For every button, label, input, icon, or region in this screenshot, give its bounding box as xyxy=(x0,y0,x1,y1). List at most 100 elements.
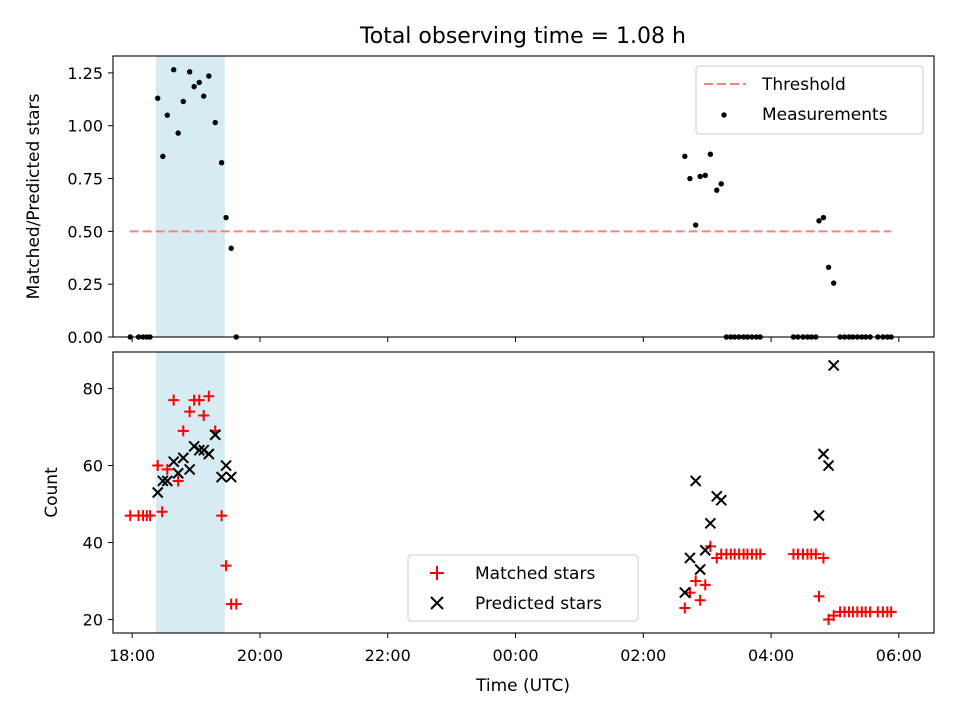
measurement-point xyxy=(825,264,832,270)
predicted-star-point xyxy=(183,463,196,476)
x-tick-label: 02:00 xyxy=(620,646,666,665)
legend-threshold-label: Threshold xyxy=(761,75,846,95)
predicted-star-point xyxy=(813,509,825,522)
predicted-star-point xyxy=(684,552,696,564)
measurement-point xyxy=(816,218,822,224)
top-y-tick-label: 1.25 xyxy=(67,64,103,83)
matched-star-point xyxy=(690,575,702,587)
top-legend-box xyxy=(695,65,924,135)
matched-star-point xyxy=(168,394,180,406)
predicted-star-point xyxy=(679,586,691,599)
predicted-star-point xyxy=(215,471,228,483)
predicted-star-point xyxy=(193,444,205,456)
predicted-star-point xyxy=(203,448,215,460)
measurement-point xyxy=(155,95,161,101)
matched-star-point xyxy=(152,460,164,472)
x-tick-label: 04:00 xyxy=(748,646,794,665)
top-y-tick-label: 1.00 xyxy=(67,117,103,136)
matched-star-point xyxy=(172,475,184,487)
measurement-point xyxy=(201,93,207,99)
matched-star-point xyxy=(679,602,691,614)
x-tick-label: 00:00 xyxy=(492,646,538,665)
matched-star-point xyxy=(198,410,210,422)
bottom-y-tick-label: 80 xyxy=(83,380,103,399)
x-tick-label: 06:00 xyxy=(876,646,922,665)
matched-star-point xyxy=(184,406,196,418)
matched-star-point xyxy=(144,510,156,522)
measurement-point xyxy=(196,79,202,86)
top-y-tick-label: 0.50 xyxy=(67,222,103,241)
predicted-star-point xyxy=(817,448,830,460)
x-tick-label: 18:00 xyxy=(109,646,155,665)
measurement-point xyxy=(714,187,720,193)
matched-star-point xyxy=(885,606,897,618)
measurement-point xyxy=(682,153,688,160)
predicted-star-point xyxy=(822,459,835,472)
predicted-star-point xyxy=(157,475,169,487)
measurement-point xyxy=(206,73,212,79)
bottom-y-tick-label: 40 xyxy=(83,534,103,553)
measurement-point xyxy=(830,280,837,286)
predicted-star-point xyxy=(715,494,727,506)
measurement-point xyxy=(160,153,166,160)
top-y-tick-label: 0.25 xyxy=(67,275,103,294)
legend-measurements-label: Measurements xyxy=(762,105,888,125)
figure-title: Total observing time = 1.08 h xyxy=(359,24,686,49)
bottom-panel-y-ticks: 20 40 60 80 xyxy=(83,380,113,630)
measurement-point xyxy=(820,214,827,221)
matched-star-point xyxy=(161,463,173,475)
predicted-star-point xyxy=(694,563,706,576)
matched-star-point xyxy=(177,425,189,437)
predicted-star-point xyxy=(704,517,717,530)
matched-star-point xyxy=(810,548,822,560)
bottom-panel-y-axis-label: Count xyxy=(42,467,62,518)
legend-matched-swatch xyxy=(430,566,444,580)
predicted-star-point xyxy=(172,467,184,479)
measurement-point xyxy=(218,159,225,166)
bottom-y-tick-label: 60 xyxy=(83,457,103,476)
top-panel-y-axis-label: Matched/Predicted stars xyxy=(24,93,44,299)
legend-measurements-swatch xyxy=(721,112,727,118)
matched-star-point xyxy=(828,610,840,622)
bottom-panel-x-ticks: 18:00 20:00 22:00 00:00 02:00 04:00 06:00 xyxy=(109,633,922,665)
measurement-point xyxy=(164,112,171,118)
top-legend: Threshold Measurements xyxy=(695,65,924,135)
matched-star-point xyxy=(203,390,215,402)
measurement-point xyxy=(191,83,197,90)
matched-star-point xyxy=(193,394,205,406)
measurement-point xyxy=(707,151,714,157)
measurement-point xyxy=(692,222,699,228)
matched-star-point xyxy=(230,598,242,610)
matched-star-point xyxy=(216,510,228,522)
predicted-star-point xyxy=(220,459,232,472)
bottom-legend: Matched stars Predicted stars xyxy=(407,554,639,622)
x-tick-label: 20:00 xyxy=(237,646,283,665)
measurement-point xyxy=(175,130,181,136)
bottom-panel-x-axis-label: Time (UTC) xyxy=(475,676,570,696)
measurement-point xyxy=(697,173,703,180)
top-panel-shaded-interval xyxy=(155,56,225,337)
matched-star-point xyxy=(694,594,706,606)
top-panel-frame xyxy=(112,55,935,338)
matched-star-point xyxy=(813,590,825,602)
top-y-tick-label: 0.00 xyxy=(67,328,103,347)
predicted-star-point xyxy=(689,475,702,487)
top-y-tick-label: 0.75 xyxy=(67,170,103,189)
matched-star-point xyxy=(754,548,766,560)
measurement-point xyxy=(223,214,229,221)
x-tick-label: 22:00 xyxy=(365,646,411,665)
measurement-point xyxy=(180,98,186,105)
bottom-y-tick-label: 20 xyxy=(83,611,103,630)
bottom-panel-frame xyxy=(112,351,935,634)
matched-star-point xyxy=(220,560,232,572)
bottom-legend-box xyxy=(407,554,639,622)
matched-star-point xyxy=(684,587,696,599)
predicted-star-point xyxy=(225,471,237,483)
matched-star-point xyxy=(156,506,168,518)
legend-predicted-label: Predicted stars xyxy=(475,594,602,614)
legend-predicted-swatch xyxy=(430,596,444,610)
predicted-star-point xyxy=(167,455,180,468)
measurement-point xyxy=(702,172,708,179)
predicted-star-point xyxy=(209,429,221,441)
